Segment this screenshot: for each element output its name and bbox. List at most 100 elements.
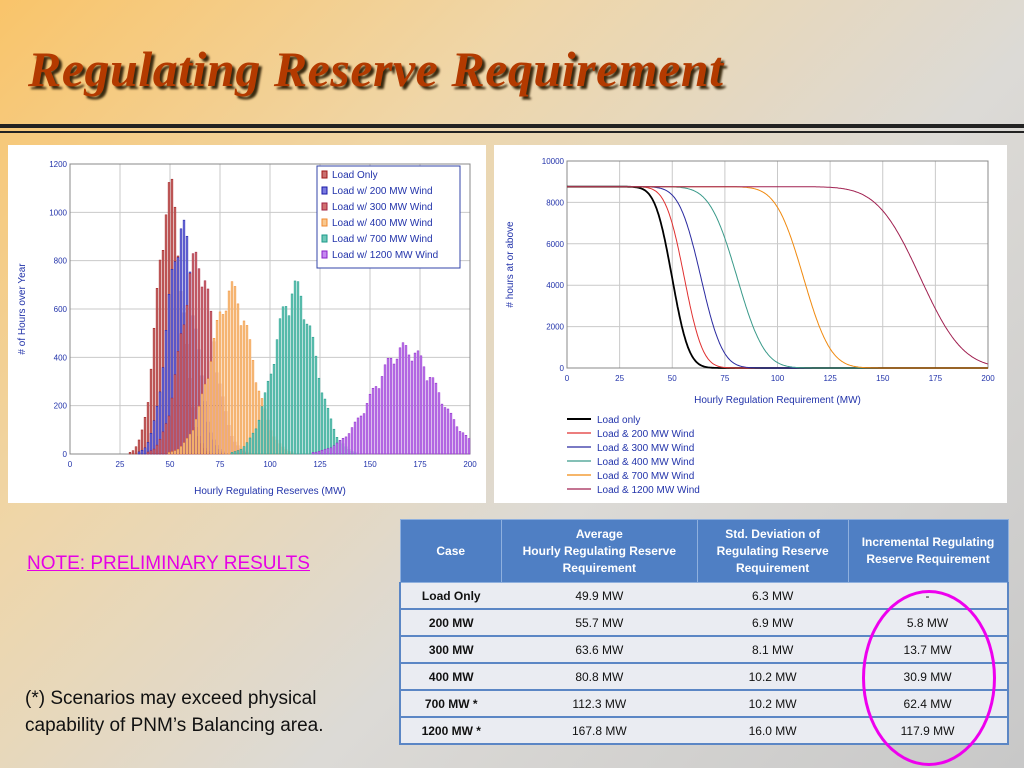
value-cell: 10.2 MW bbox=[697, 663, 849, 691]
value-cell: 6.9 MW bbox=[697, 609, 849, 637]
x-axis-title: Hourly Regulating Reserves (MW) bbox=[194, 486, 346, 497]
legend-label: Load & 700 MW Wind bbox=[597, 471, 694, 482]
histogram-bar bbox=[137, 451, 141, 455]
histogram-bar bbox=[284, 306, 288, 455]
histogram-bar bbox=[227, 290, 231, 455]
histogram-bar bbox=[401, 342, 405, 455]
histogram-bar bbox=[419, 355, 423, 455]
histogram-bar bbox=[248, 339, 252, 455]
histogram-bar bbox=[263, 392, 267, 455]
histogram-bar bbox=[350, 427, 354, 455]
histogram-bar bbox=[422, 366, 426, 455]
histogram-bar bbox=[341, 437, 345, 455]
histogram-bar bbox=[335, 442, 339, 455]
histogram-bar bbox=[317, 451, 321, 455]
histogram-bar bbox=[194, 419, 198, 455]
x-tick-label: 200 bbox=[981, 374, 995, 383]
y-tick-label: 400 bbox=[54, 353, 68, 362]
y-tick-label: 10000 bbox=[542, 157, 565, 166]
histogram-bar bbox=[275, 339, 279, 455]
histogram-bar bbox=[317, 377, 321, 455]
x-tick-label: 25 bbox=[116, 460, 125, 469]
histogram-bar bbox=[191, 253, 195, 455]
histogram-bar bbox=[242, 320, 246, 455]
value-cell: 63.6 MW bbox=[501, 636, 698, 664]
histogram-bar bbox=[272, 364, 276, 455]
x-tick-label: 150 bbox=[363, 460, 377, 469]
histogram-bar bbox=[188, 273, 192, 455]
value-cell: 49.9 MW bbox=[501, 582, 698, 610]
histogram-bar bbox=[218, 311, 222, 455]
legend-label: Load w/ 700 MW Wind bbox=[332, 234, 433, 245]
legend-swatch bbox=[321, 250, 328, 259]
histogram-bar bbox=[368, 393, 372, 455]
histogram-bar bbox=[269, 373, 273, 455]
histogram-bar bbox=[302, 319, 306, 455]
x-axis-title: Hourly Regulation Requirement (MW) bbox=[694, 395, 861, 406]
histogram-bar bbox=[140, 449, 144, 455]
histogram-bar bbox=[323, 398, 327, 455]
case-cell: 1200 MW * bbox=[398, 717, 502, 745]
histogram-bar bbox=[395, 358, 399, 455]
histogram-bar bbox=[293, 280, 297, 455]
histogram-bar bbox=[176, 351, 180, 455]
histogram-bar bbox=[149, 450, 153, 455]
y-tick-label: 6000 bbox=[546, 240, 564, 249]
histogram-bar bbox=[287, 315, 291, 455]
table-header-cell: Std. Deviation of Regulating Reserve Req… bbox=[696, 519, 849, 583]
histogram-bar bbox=[359, 415, 363, 455]
histogram-bar bbox=[158, 439, 162, 455]
histogram-bar bbox=[455, 426, 459, 455]
histogram-bar bbox=[467, 438, 471, 455]
histogram-bar bbox=[161, 431, 165, 455]
value-cell: 6.3 MW bbox=[697, 582, 849, 610]
x-tick-label: 100 bbox=[263, 460, 277, 469]
histogram-bar bbox=[452, 419, 456, 455]
title-divider bbox=[0, 124, 1024, 128]
y-tick-label: 8000 bbox=[546, 198, 564, 207]
histogram-bar bbox=[338, 440, 342, 455]
histogram-bar bbox=[170, 451, 174, 455]
histogram-bar bbox=[410, 360, 414, 455]
histogram-bar bbox=[167, 415, 171, 455]
case-cell: 700 MW * bbox=[398, 690, 502, 718]
histogram-bar bbox=[461, 432, 465, 455]
histogram-bar bbox=[434, 382, 438, 455]
histogram-bar bbox=[374, 386, 378, 455]
histogram-chart: 0 25 50 75 100 125 150 175 200 0 200 400 600 800 1000 1… bbox=[17, 160, 477, 497]
histogram-bar bbox=[314, 451, 318, 455]
value-cell: 8.1 MW bbox=[697, 636, 849, 664]
y-tick-label: 200 bbox=[54, 402, 68, 411]
histogram-bar bbox=[398, 347, 402, 455]
value-cell: 167.8 MW bbox=[501, 717, 698, 745]
histogram-bar bbox=[182, 324, 186, 455]
histogram-bar bbox=[464, 434, 468, 455]
legend-label: Load w/ 400 MW Wind bbox=[332, 218, 433, 229]
x-tick-label: 0 bbox=[565, 374, 570, 383]
histogram-bar bbox=[197, 406, 201, 455]
histogram-bar bbox=[344, 436, 348, 455]
histogram-bar bbox=[323, 449, 327, 455]
histogram-bar bbox=[311, 336, 315, 455]
case-cell: Load Only bbox=[398, 582, 502, 610]
y-tick-label: 600 bbox=[54, 305, 68, 314]
histogram-panel: 0 25 50 75 100 125 150 175 200 0 200 400 600 800 1000 1… bbox=[8, 145, 486, 503]
slide-title: Regulating Reserve Requirement bbox=[28, 41, 724, 97]
histogram-bar bbox=[251, 432, 255, 455]
histogram-bar bbox=[362, 413, 366, 455]
y-tick-label: 0 bbox=[560, 364, 565, 373]
value-cell: 10.2 MW bbox=[697, 690, 849, 718]
table-header-cell: Incremental Regulating Reserve Requireme… bbox=[847, 519, 1009, 583]
duration-curve bbox=[567, 186, 989, 365]
histogram-bar bbox=[146, 451, 150, 455]
y-tick-label: 800 bbox=[54, 257, 68, 266]
histogram-bar bbox=[311, 452, 315, 455]
histogram-bar bbox=[185, 438, 189, 455]
histogram-bar bbox=[134, 446, 138, 455]
histogram-bar bbox=[305, 323, 309, 455]
histogram-bar bbox=[230, 281, 234, 455]
histogram-bar bbox=[413, 352, 417, 455]
legend-swatch bbox=[321, 218, 328, 227]
histogram-series bbox=[230, 280, 357, 455]
histogram-bar bbox=[203, 383, 207, 455]
